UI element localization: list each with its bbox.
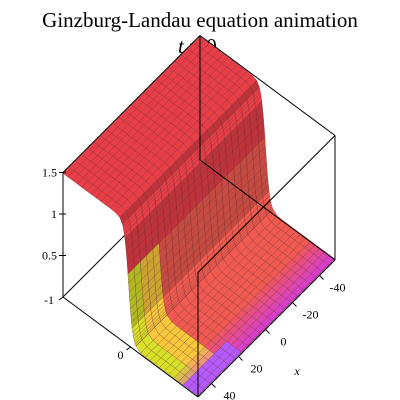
x-tick-mark: [238, 356, 243, 361]
x-tick-label: 0: [281, 335, 287, 349]
box-edge: [199, 35, 336, 136]
axis-ticks: 0.5 1 1.5 -1 0 -40 -20 0 20 40 x: [42, 166, 346, 400]
box-edge: [197, 259, 336, 398]
chart-title: Ginzburg-Landau equation animation: [42, 8, 358, 32]
z-tick-label: 1: [51, 207, 57, 221]
y-tick-mark: [58, 296, 64, 301]
x-tick-mark: [319, 275, 324, 280]
x-tick-label: -20: [303, 308, 319, 322]
box-edge: [197, 135, 336, 273]
x-tick-label: 20: [251, 362, 263, 376]
x-axis-label: x: [293, 364, 300, 378]
x-tick-mark: [211, 383, 216, 388]
box-edge: [199, 159, 336, 261]
time-variable: t: [178, 34, 184, 58]
box-edge: [62, 35, 201, 173]
z-tick-label: 0.5: [42, 249, 57, 263]
surface-mesh: [62, 36, 336, 397]
y-tick-label: 0: [118, 348, 124, 362]
y-tick-mark: [126, 346, 131, 351]
z-tick-label: 1.5: [42, 166, 57, 180]
y-tick-label: -1: [44, 293, 54, 307]
x-tick-mark: [265, 329, 270, 334]
x-tick-label: -40: [330, 281, 346, 295]
bounding-box-front: [197, 35, 336, 398]
x-tick-label: 40: [224, 389, 236, 400]
x-tick-mark: [292, 302, 297, 307]
